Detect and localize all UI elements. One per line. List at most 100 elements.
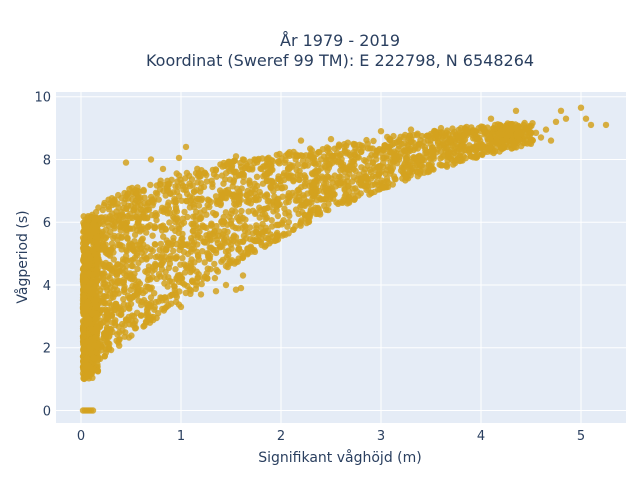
data-point xyxy=(356,141,363,148)
data-point xyxy=(429,132,436,139)
data-point xyxy=(99,274,107,281)
data-point xyxy=(151,304,158,311)
data-point xyxy=(375,171,383,178)
data-point xyxy=(325,156,332,163)
data-point xyxy=(372,152,379,159)
data-point xyxy=(195,169,203,177)
data-point xyxy=(337,167,344,174)
data-point xyxy=(311,179,318,187)
data-point xyxy=(184,250,192,258)
data-point xyxy=(455,134,462,142)
data-point xyxy=(280,172,287,179)
data-point xyxy=(101,299,108,307)
data-point xyxy=(175,229,182,237)
data-point xyxy=(327,135,335,143)
data-point xyxy=(251,210,259,217)
data-point xyxy=(412,145,419,152)
data-point xyxy=(94,240,101,247)
data-point xyxy=(298,201,305,209)
y-tick-label: 2 xyxy=(43,342,51,357)
data-point xyxy=(211,274,219,282)
data-point xyxy=(225,247,232,254)
data-point xyxy=(103,320,111,327)
data-point xyxy=(239,214,247,222)
data-point xyxy=(401,146,408,154)
data-point xyxy=(94,233,101,240)
data-point xyxy=(274,199,281,207)
data-point xyxy=(268,166,275,173)
data-point xyxy=(111,306,119,313)
x-tick-label: 5 xyxy=(577,429,585,444)
data-point xyxy=(294,197,301,204)
data-point xyxy=(294,161,302,168)
data-point xyxy=(108,269,116,276)
data-point xyxy=(292,222,299,230)
data-point xyxy=(140,186,147,194)
data-point xyxy=(174,272,182,279)
data-point xyxy=(179,240,186,247)
data-point xyxy=(275,175,282,183)
data-point xyxy=(437,124,445,132)
data-point xyxy=(106,251,113,258)
data-point xyxy=(222,281,230,289)
data-point xyxy=(416,140,423,147)
data-point xyxy=(159,165,167,173)
data-point xyxy=(494,121,501,128)
data-point xyxy=(114,241,122,249)
data-point xyxy=(115,191,122,199)
data-point xyxy=(232,286,240,293)
data-point xyxy=(490,125,497,132)
data-point xyxy=(280,217,287,224)
data-point xyxy=(306,152,314,160)
data-point xyxy=(229,223,236,230)
data-point xyxy=(237,163,245,170)
data-point xyxy=(357,176,365,183)
data-point xyxy=(316,209,324,216)
data-point xyxy=(239,156,247,163)
data-point xyxy=(232,153,240,160)
data-point xyxy=(152,260,159,268)
data-point xyxy=(93,318,101,326)
data-point xyxy=(246,224,254,231)
data-point xyxy=(141,214,148,222)
data-point xyxy=(116,342,123,349)
data-point xyxy=(219,256,227,264)
data-point xyxy=(402,155,410,162)
data-point xyxy=(439,153,446,161)
data-point xyxy=(308,186,315,194)
data-point xyxy=(125,334,133,341)
data-point xyxy=(336,142,343,149)
data-point xyxy=(122,267,129,275)
data-point xyxy=(129,246,137,253)
data-point xyxy=(396,153,403,160)
data-point xyxy=(199,222,206,229)
data-point xyxy=(430,148,437,155)
data-point xyxy=(130,293,137,301)
data-point xyxy=(82,277,90,284)
data-point xyxy=(126,240,134,247)
y-tick-label: 10 xyxy=(34,91,51,106)
data-point xyxy=(172,291,179,299)
data-point xyxy=(177,261,184,268)
data-point xyxy=(470,135,477,142)
data-point xyxy=(151,223,158,230)
data-point xyxy=(87,280,94,287)
data-point xyxy=(79,333,87,340)
data-point xyxy=(122,159,130,166)
data-point xyxy=(162,225,169,233)
data-point xyxy=(157,240,165,248)
data-point xyxy=(172,183,179,190)
data-point xyxy=(194,241,201,248)
data-point xyxy=(438,162,446,169)
data-point xyxy=(170,247,177,255)
data-point xyxy=(577,104,585,111)
data-point xyxy=(407,145,414,153)
data-point xyxy=(221,218,228,226)
data-point xyxy=(209,183,216,191)
data-point xyxy=(190,188,198,195)
data-point xyxy=(220,180,227,187)
data-point xyxy=(82,222,90,230)
data-point xyxy=(101,353,108,360)
data-point xyxy=(268,217,275,224)
data-point xyxy=(212,288,220,295)
